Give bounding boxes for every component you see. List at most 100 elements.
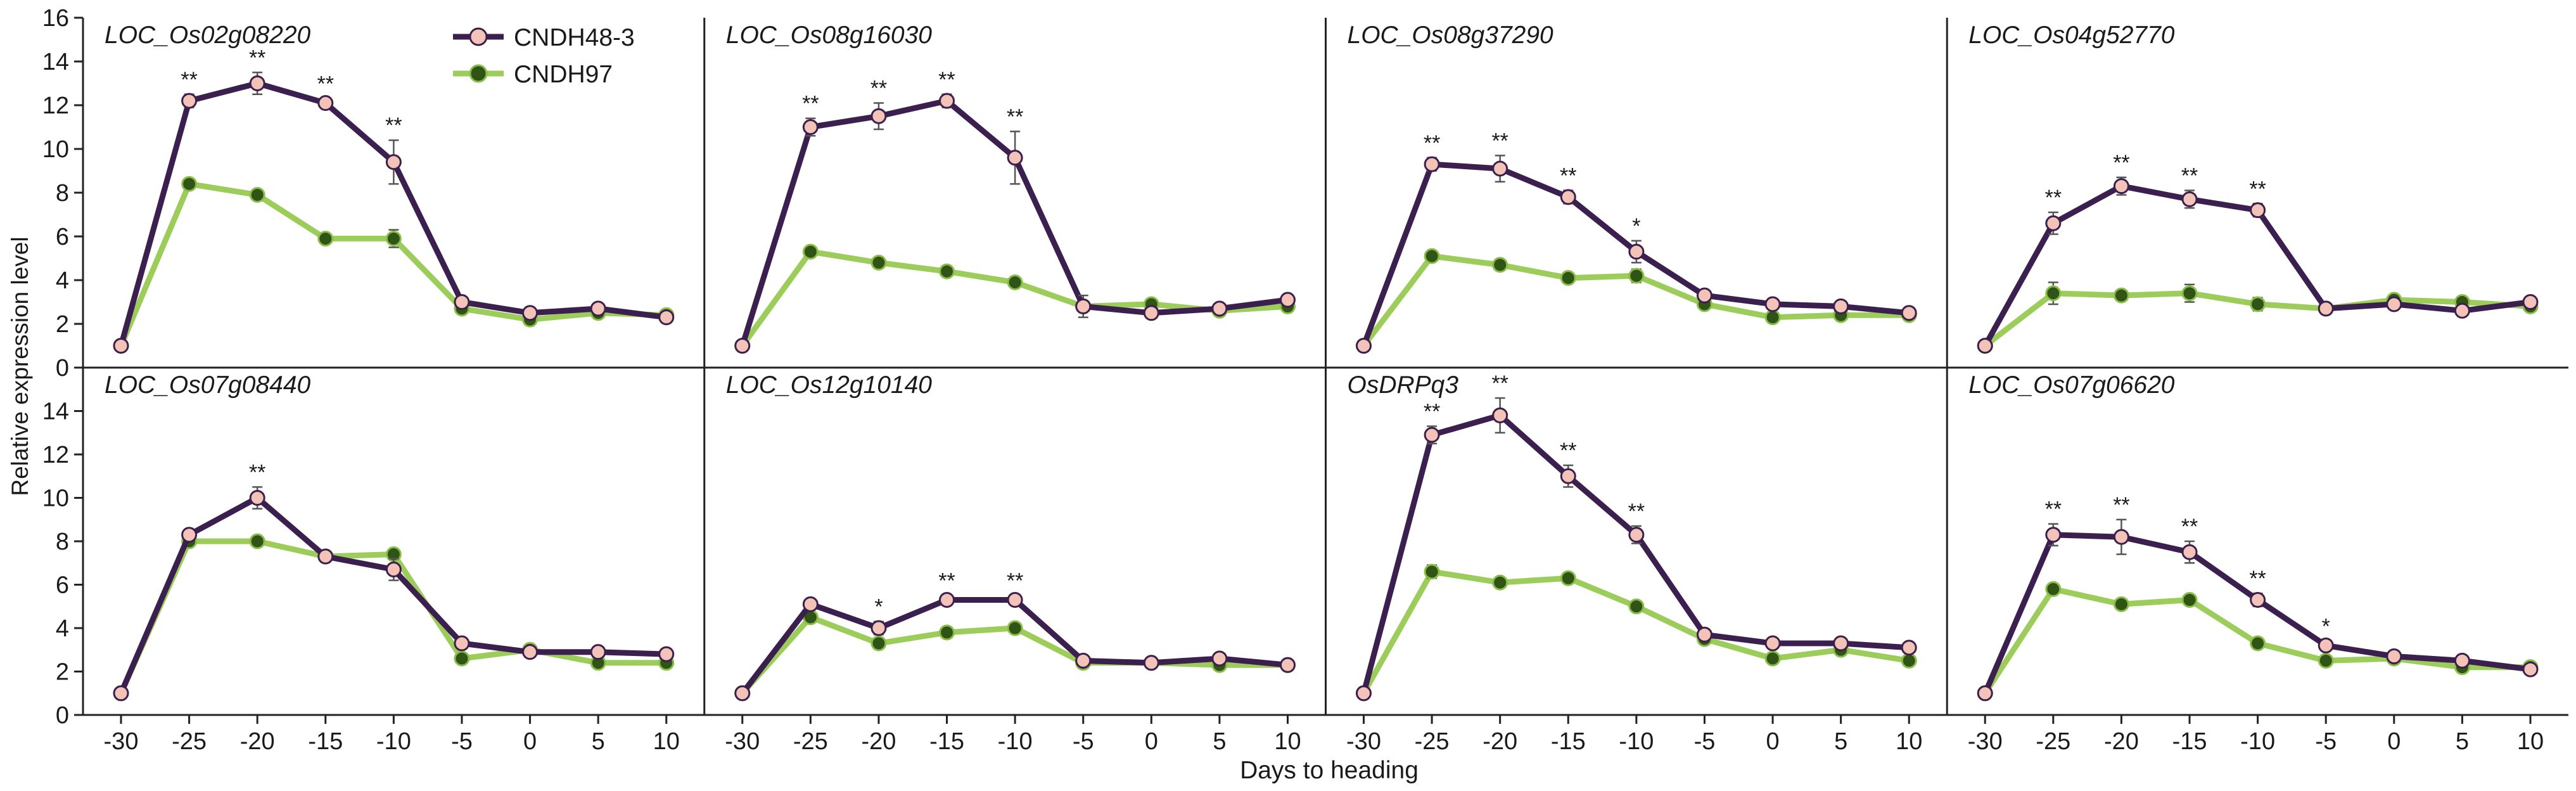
data-point-cndh97 <box>454 650 470 667</box>
data-point-cndh48-3 <box>1833 635 1849 652</box>
data-point-cndh48-3 <box>2250 591 2266 608</box>
data-point-cndh48-3 <box>2113 178 2129 195</box>
x-tick-label: -15 <box>2172 728 2207 755</box>
x-tick-label: -30 <box>104 728 139 755</box>
x-tick-label: -25 <box>1415 728 1450 755</box>
data-point-cndh97 <box>385 230 402 247</box>
data-point-cndh97 <box>2045 581 2062 597</box>
panel: LOC_Os07g06620** ******* <box>1968 371 2539 702</box>
data-point-cndh97 <box>1007 620 1023 636</box>
data-point-cndh48-3 <box>2386 296 2402 312</box>
x-tick-label: -20 <box>861 728 896 755</box>
y-tick-label: 16 <box>42 5 69 32</box>
data-point-cndh97 <box>2113 287 2129 304</box>
data-point-cndh97 <box>1560 570 1576 586</box>
data-point-cndh48-3 <box>1901 305 1917 321</box>
data-point-cndh48-3 <box>1492 160 1508 177</box>
data-point-cndh48-3 <box>2454 302 2470 319</box>
significance-label: ** <box>938 569 955 593</box>
significance-label: ** <box>2249 567 2266 591</box>
data-point-cndh97 <box>249 186 265 203</box>
panel-title: OsDRPq3 <box>1348 371 1459 399</box>
data-point-cndh97 <box>2318 652 2334 669</box>
data-point-cndh48-3 <box>2318 300 2334 317</box>
panel-title: LOC_Os12g10140 <box>726 371 933 399</box>
significance-label: ** <box>1560 439 1576 463</box>
x-tick-label: -20 <box>1482 728 1517 755</box>
data-point-cndh48-3 <box>1280 292 1296 308</box>
legend-marker <box>469 64 488 83</box>
data-point-cndh48-3 <box>1424 156 1440 172</box>
y-tick-label: 8 <box>56 180 69 207</box>
data-point-cndh97 <box>2045 285 2062 302</box>
y-tick-label: 6 <box>56 224 69 250</box>
x-tick-label: 0 <box>1145 728 1158 755</box>
significance-label: ** <box>1491 129 1508 153</box>
y-tick-label: 14 <box>42 399 69 425</box>
significance-label: ** <box>1628 499 1645 524</box>
data-point-cndh97 <box>2250 296 2266 312</box>
y-tick-label: 8 <box>56 529 69 555</box>
data-point-cndh48-3 <box>2522 294 2539 310</box>
data-point-cndh48-3 <box>939 93 955 109</box>
x-tick-label: -15 <box>308 728 343 755</box>
x-tick-label: 10 <box>1274 728 1301 755</box>
data-point-cndh97 <box>2181 591 2198 608</box>
x-tick-label: -15 <box>929 728 964 755</box>
data-point-cndh48-3 <box>1075 298 1092 314</box>
panel-title: LOC_Os08g37290 <box>1348 22 1554 49</box>
data-point-cndh97 <box>2181 285 2198 302</box>
x-tick-label: -20 <box>240 728 275 755</box>
data-point-cndh48-3 <box>317 548 334 565</box>
data-point-cndh48-3 <box>1628 527 1645 543</box>
x-tick-label: 5 <box>1213 728 1226 755</box>
data-point-cndh48-3 <box>1143 305 1159 321</box>
significance-label: * <box>1632 214 1640 238</box>
significance-label: ** <box>1007 105 1023 129</box>
panels-layer: LOC_Os02g08220********LOC_Os08g16030****… <box>105 22 2539 702</box>
y-tick-label: 12 <box>42 442 69 468</box>
x-tick-label: 10 <box>1896 728 1922 755</box>
data-point-cndh48-3 <box>1424 427 1440 443</box>
data-point-cndh97 <box>317 230 334 247</box>
data-point-cndh97 <box>1424 248 1440 264</box>
data-point-cndh48-3 <box>802 596 819 612</box>
data-point-cndh48-3 <box>734 338 751 354</box>
data-point-cndh97 <box>870 635 887 652</box>
significance-label: ** <box>802 92 819 116</box>
axes-layer: 0 2 4 6 8 10 12 14 16 0 2 4 6 8 10 12 14 -30 -25 -20 -15 -10 -… <box>42 5 2568 755</box>
x-tick-label: -5 <box>451 728 473 755</box>
data-point-cndh48-3 <box>1280 657 1296 673</box>
data-point-cndh48-3 <box>1356 685 1372 702</box>
panel-title: LOC_Os02g08220 <box>105 22 311 49</box>
y-tick-label: 4 <box>56 267 69 294</box>
data-point-cndh97 <box>1628 598 1645 615</box>
x-tick-label: -15 <box>1551 728 1586 755</box>
panel: LOC_Os07g08440 ** <box>105 371 675 702</box>
x-tick-label: 5 <box>592 728 605 755</box>
significance-label: ** <box>249 460 265 484</box>
data-point-cndh48-3 <box>2454 652 2470 669</box>
significance-label: ** <box>2113 151 2129 175</box>
data-point-cndh48-3 <box>522 644 539 660</box>
data-point-cndh48-3 <box>870 108 887 124</box>
y-tick-label: 0 <box>56 355 69 382</box>
data-point-cndh48-3 <box>1977 338 1993 354</box>
data-point-cndh48-3 <box>1901 640 1917 656</box>
data-point-cndh48-3 <box>1007 150 1023 166</box>
x-tick-label: 0 <box>1766 728 1779 755</box>
significance-label: ** <box>2113 493 2129 517</box>
data-point-cndh48-3 <box>2181 544 2198 560</box>
y-tick-label: 10 <box>42 486 69 512</box>
data-point-cndh48-3 <box>1211 650 1228 667</box>
significance-label: ** <box>249 46 265 70</box>
data-point-cndh48-3 <box>1696 287 1712 304</box>
panel: LOC_Os08g16030**** **** <box>726 22 1296 354</box>
x-tick-label: 0 <box>523 728 537 755</box>
data-point-cndh48-3 <box>1764 296 1781 312</box>
significance-label: ** <box>1491 371 1508 396</box>
data-point-cndh97 <box>939 263 955 280</box>
significance-label: ** <box>1424 131 1440 155</box>
data-point-cndh48-3 <box>1143 655 1159 671</box>
data-point-cndh97 <box>1901 652 1917 669</box>
